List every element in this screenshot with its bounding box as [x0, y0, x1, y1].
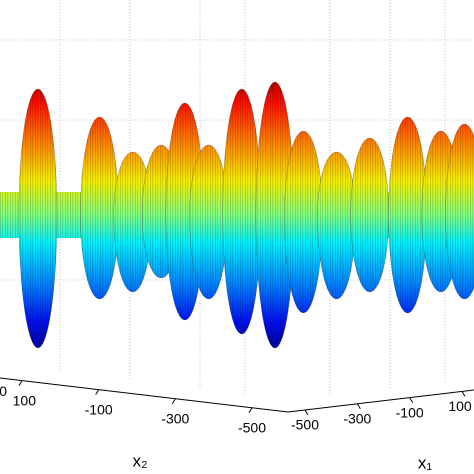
x2-tick-label: -500	[238, 419, 266, 435]
x1-tick-label: 100	[448, 398, 472, 414]
x1-tick	[304, 409, 309, 416]
x2-tick	[18, 380, 23, 386]
x1-tick-label: -500	[291, 417, 319, 433]
x2-tick-label: -100	[85, 401, 113, 417]
surface-lobe-mesh	[113, 152, 152, 292]
surface-lobe-mesh	[222, 89, 261, 335]
x2-tick	[95, 389, 100, 395]
surface-lobe-mesh	[189, 145, 228, 299]
x2-axis-label: x₂	[132, 451, 147, 470]
surface-lobe-mesh	[255, 81, 294, 349]
surface-lobe-mesh	[350, 138, 389, 292]
x1-tick-label: -100	[396, 404, 424, 420]
x1-tick	[356, 403, 361, 410]
x2-tick	[171, 398, 176, 404]
x1-axis-label: x₁	[418, 453, 433, 472]
x2-tick-label: 100	[13, 392, 37, 408]
x2-tick	[248, 407, 253, 414]
surface-lobe-mesh	[388, 116, 427, 313]
axes	[0, 377, 474, 413]
surface-lobe-mesh	[445, 124, 474, 299]
x1-tick	[461, 391, 466, 397]
surface-lobe-mesh	[18, 89, 57, 348]
surface	[0, 81, 474, 349]
x2-tick-label: -300	[161, 410, 189, 426]
ticks: 300 100 -100 -300 -500 -500 -300 -100 100	[0, 380, 472, 435]
x2-tick-label: 300	[0, 383, 7, 399]
surface-lobe-mesh	[80, 116, 119, 299]
x1-tick-label: -300	[343, 411, 371, 427]
surface-lobe-mesh	[317, 152, 356, 299]
x1-tick	[409, 397, 414, 403]
surface-lobe-mesh	[284, 131, 323, 313]
